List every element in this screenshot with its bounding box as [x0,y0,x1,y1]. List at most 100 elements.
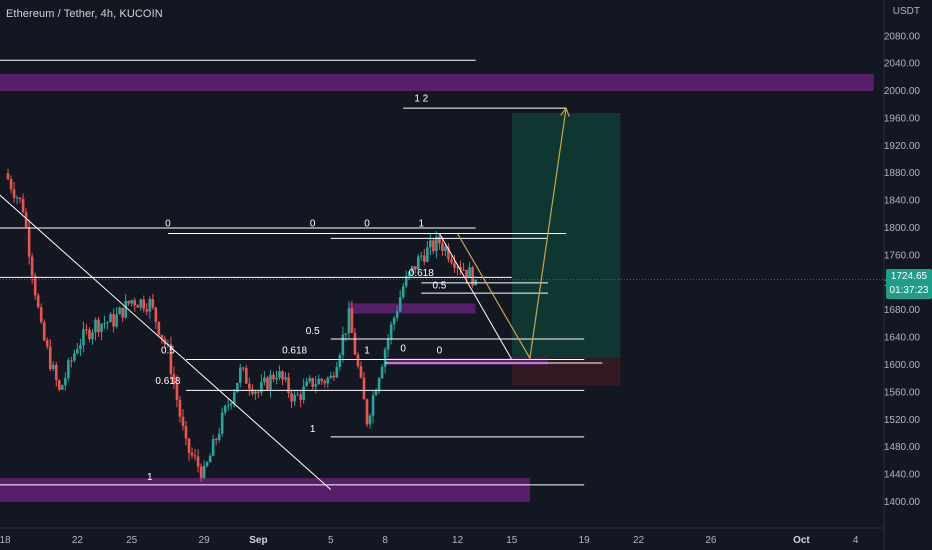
candle-body [356,354,360,367]
candle-body [383,349,387,367]
candle-body [251,388,254,394]
candle-body [175,383,179,401]
candle-body [79,345,82,350]
fib-label-13: 0.618 [155,376,180,387]
candle-body [145,309,149,312]
candle-body [447,246,450,260]
candle-body [245,368,248,384]
candle-body [332,375,336,378]
candle-body [275,377,278,380]
long-position-target-zone [511,112,621,359]
supply-demand-zone-1 [348,303,476,314]
time-tick-label: 18 [0,535,11,546]
candle-body [64,377,67,386]
candle-body [70,360,73,362]
candle-body [284,377,287,380]
candle-body [220,412,224,434]
candle-body [290,393,293,402]
chart-title: Ethereum / Tether, 4h, KUCOIN [6,8,163,20]
candle-body [305,381,308,387]
candle-body [24,212,28,227]
fib-label-5: 0.618 [409,268,434,279]
fib-label-4: 1 [419,219,425,230]
candle-body [377,378,381,392]
candle-body [115,314,118,327]
candle-body [353,332,357,355]
supply-demand-zone-3 [0,478,530,502]
candle-body [365,399,369,425]
candle-body [97,319,100,333]
time-tick-label: 8 [382,535,388,546]
candle-body [441,243,444,252]
candle-body [27,226,31,257]
candle-body [410,266,414,272]
time-tick-label: 4 [853,535,859,546]
candle-body [6,173,10,180]
time-tick-label: Oct [793,535,810,546]
bar-countdown: 01:37:23 [889,285,929,296]
candle-body [211,439,215,456]
candle-body [61,385,64,390]
candle-body [323,381,327,384]
candle-body [242,367,245,369]
candle-body [465,269,468,278]
candle-body [257,391,260,393]
candle-body [199,466,203,479]
candle-body [91,332,94,340]
candle-body [223,405,227,413]
candle-body [311,378,314,387]
price-tick-label: 2040.00 [884,59,921,70]
candle-body [335,367,339,378]
trendline-1 [438,233,513,360]
time-tick-label: 26 [705,535,717,546]
candle-body [217,433,221,441]
supply-demand-zone-0 [0,73,874,92]
currency-label: USDT [892,6,920,17]
candle-body [130,300,133,304]
candle-body [112,314,115,327]
fib-label-0: 1 2 [414,93,428,104]
candle-body [429,240,432,248]
price-tick-label: 2000.00 [884,86,921,97]
time-axis-panel [0,528,932,550]
candle-body [239,367,242,383]
price-tick-label: 1480.00 [884,442,921,453]
time-tick-label: 25 [126,535,138,546]
candle-body [287,377,290,394]
candle-body [459,266,462,270]
candle-body [341,334,345,356]
candle-body [133,300,137,306]
fib-label-15: 1 [147,472,153,483]
candle-body [48,346,52,370]
candle-body [100,323,103,333]
fib-label-8: 0.5 [161,345,175,356]
price-tick-label: 1840.00 [884,196,921,207]
fib-label-2: 0 [310,219,316,230]
fib-label-6: 0.5 [432,280,446,291]
fib-label-3: 0 [364,219,370,230]
candle-body [453,262,456,268]
candle-body [269,374,272,390]
candle-body [36,295,40,308]
candle-body [184,426,188,439]
candle-body [229,403,233,406]
candle-body [420,255,423,257]
candle-body [33,275,37,296]
candle-body [299,394,302,400]
candle-body [389,324,393,339]
price-tick-label: 1440.00 [884,470,921,481]
candle-body [462,269,465,271]
candle-body [190,452,194,456]
candle-body [395,311,399,318]
price-tick-label: 1880.00 [884,168,921,179]
price-tick-label: 1960.00 [884,113,921,124]
price-tick-label: 1680.00 [884,305,921,316]
time-tick-label: 19 [579,535,591,546]
candle-body [248,383,251,389]
candle-body [320,378,324,382]
candle-body [169,344,173,375]
candle-body [329,375,333,379]
candle-body [444,246,447,252]
candle-body [423,255,426,262]
